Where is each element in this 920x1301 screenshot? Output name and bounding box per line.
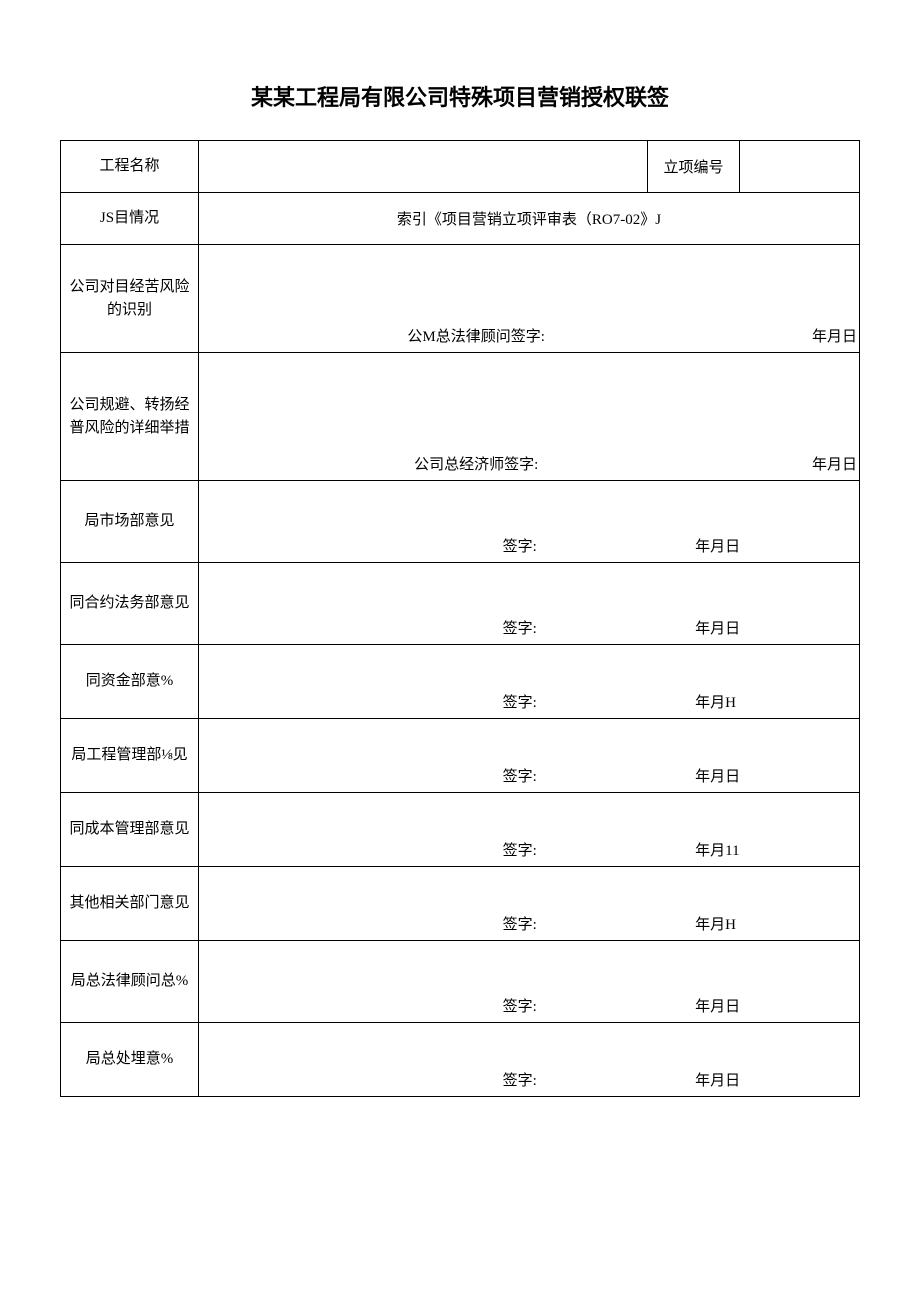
label-project-mgmt-dept: 局工程管理部⅛见 (61, 719, 199, 793)
sig-label-finance: 签字: (503, 691, 537, 712)
sig-label-legal-dept: 签字: (503, 617, 537, 638)
date-label-finance: 年月H (695, 691, 736, 712)
sign-area-market-dept: 签字: 年月日 (199, 481, 860, 563)
document-title: 某某工程局有限公司特殊项目营销授权联签 (60, 80, 860, 112)
value-project-number (740, 141, 860, 193)
sign-area-legal-counsel: 公M总法律顾问签字: 年月日 (199, 245, 860, 353)
date-label-cost-mgmt: 年月11 (695, 839, 739, 860)
date-label-legal-dept: 年月日 (695, 617, 740, 638)
row-market-dept: 局市场部意见 签字: 年月日 (61, 481, 860, 563)
date-label-project-mgmt: 年月日 (695, 765, 740, 786)
label-risk-identification: 公司对目经苦风险的识别 (61, 245, 199, 353)
row-bureau-legal-counsel: 局总法律顾问总% 签字: 年月日 (61, 941, 860, 1023)
date-label-bureau-legal: 年月日 (695, 995, 740, 1016)
value-project-name (199, 141, 648, 193)
date-label-legal-counsel: 年月日 (812, 325, 857, 346)
row-risk-measures: 公司规避、转扬经普风险的详细举措 公司总经济师签字: 年月日 (61, 353, 860, 481)
form-table: 工程名称 立项编号 JS目情况 索引《项目营销立项评审表（RO7-02》J 公司… (60, 140, 860, 1097)
row-bureau-director: 局总处埋意% 签字: 年月日 (61, 1023, 860, 1097)
sign-area-project-mgmt: 签字: 年月日 (199, 719, 860, 793)
row-legal-dept: 同合约法务部意见 签字: 年月日 (61, 563, 860, 645)
sig-label-bureau-director: 签字: (503, 1069, 537, 1090)
row-risk-identification: 公司对目经苦风险的识别 公M总法律顾问签字: 年月日 (61, 245, 860, 353)
date-label-other: 年月H (695, 913, 736, 934)
sig-label-cost-mgmt: 签字: (503, 839, 537, 860)
sign-area-other-dept: 签字: 年月H (199, 867, 860, 941)
label-finance-dept: 同资金部意% (61, 645, 199, 719)
sign-area-bureau-legal: 签字: 年月日 (199, 941, 860, 1023)
label-other-dept: 其他相关部门意见 (61, 867, 199, 941)
row-project-name: 工程名称 立项编号 (61, 141, 860, 193)
label-project-number: 立项编号 (648, 141, 740, 193)
date-label-chief-economist: 年月日 (812, 453, 857, 474)
sign-area-bureau-director: 签字: 年月日 (199, 1023, 860, 1097)
sig-label-bureau-legal: 签字: (503, 995, 537, 1016)
label-project-name: 工程名称 (61, 141, 199, 193)
sign-area-cost-mgmt: 签字: 年月11 (199, 793, 860, 867)
label-risk-measures: 公司规避、转扬经普风险的详细举措 (61, 353, 199, 481)
row-cost-mgmt-dept: 同成本管理部意见 签字: 年月11 (61, 793, 860, 867)
label-bureau-legal-counsel: 局总法律顾问总% (61, 941, 199, 1023)
date-label-bureau-director: 年月日 (695, 1069, 740, 1090)
label-js-situation: JS目情况 (61, 193, 199, 245)
sig-label-market: 签字: (503, 535, 537, 556)
label-cost-mgmt-dept: 同成本管理部意见 (61, 793, 199, 867)
sig-label-other: 签字: (503, 913, 537, 934)
row-finance-dept: 同资金部意% 签字: 年月H (61, 645, 860, 719)
date-label-market: 年月日 (695, 535, 740, 556)
row-other-dept: 其他相关部门意见 签字: 年月H (61, 867, 860, 941)
sig-label-legal-counsel: 公M总法律顾问签字: (407, 325, 545, 346)
label-bureau-director: 局总处埋意% (61, 1023, 199, 1097)
sign-area-chief-economist: 公司总经济师签字: 年月日 (199, 353, 860, 481)
row-project-mgmt-dept: 局工程管理部⅛见 签字: 年月日 (61, 719, 860, 793)
sign-area-finance-dept: 签字: 年月H (199, 645, 860, 719)
label-market-dept: 局市场部意见 (61, 481, 199, 563)
label-legal-dept: 同合约法务部意见 (61, 563, 199, 645)
row-js-situation: JS目情况 索引《项目营销立项评审表（RO7-02》J (61, 193, 860, 245)
sig-label-chief-economist: 公司总经济师签字: (414, 453, 538, 474)
sig-label-project-mgmt: 签字: (503, 765, 537, 786)
value-reference-text: 索引《项目营销立项评审表（RO7-02》J (199, 193, 860, 245)
sign-area-legal-dept: 签字: 年月日 (199, 563, 860, 645)
